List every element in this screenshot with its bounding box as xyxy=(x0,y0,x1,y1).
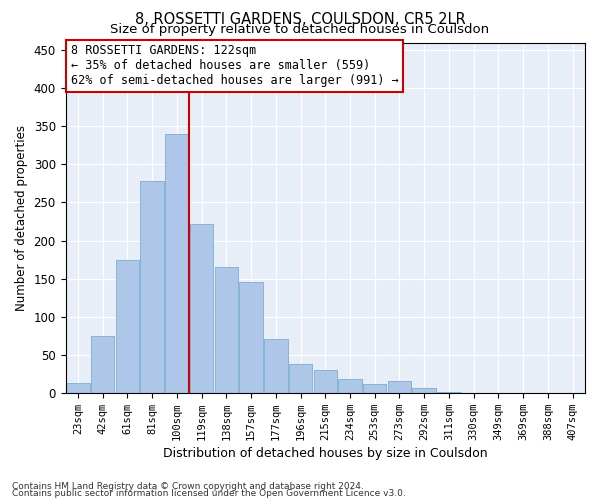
Bar xyxy=(91,336,115,393)
X-axis label: Distribution of detached houses by size in Coulsdon: Distribution of detached houses by size … xyxy=(163,447,488,460)
Bar xyxy=(190,224,214,393)
Bar xyxy=(215,267,238,393)
Bar xyxy=(239,282,263,393)
Text: Contains public sector information licensed under the Open Government Licence v3: Contains public sector information licen… xyxy=(12,490,406,498)
Bar xyxy=(338,379,362,393)
Text: 8 ROSSETTI GARDENS: 122sqm
← 35% of detached houses are smaller (559)
62% of sem: 8 ROSSETTI GARDENS: 122sqm ← 35% of deta… xyxy=(71,44,398,88)
Bar xyxy=(289,364,312,393)
Bar xyxy=(165,134,188,393)
Text: Size of property relative to detached houses in Coulsdon: Size of property relative to detached ho… xyxy=(110,22,490,36)
Bar xyxy=(412,388,436,393)
Bar xyxy=(140,181,164,393)
Text: 8, ROSSETTI GARDENS, COULSDON, CR5 2LR: 8, ROSSETTI GARDENS, COULSDON, CR5 2LR xyxy=(134,12,466,28)
Bar xyxy=(264,339,287,393)
Bar xyxy=(363,384,386,393)
Bar xyxy=(388,380,411,393)
Bar xyxy=(314,370,337,393)
Bar xyxy=(66,383,89,393)
Bar xyxy=(116,260,139,393)
Y-axis label: Number of detached properties: Number of detached properties xyxy=(15,124,28,310)
Text: Contains HM Land Registry data © Crown copyright and database right 2024.: Contains HM Land Registry data © Crown c… xyxy=(12,482,364,491)
Bar xyxy=(437,392,461,393)
